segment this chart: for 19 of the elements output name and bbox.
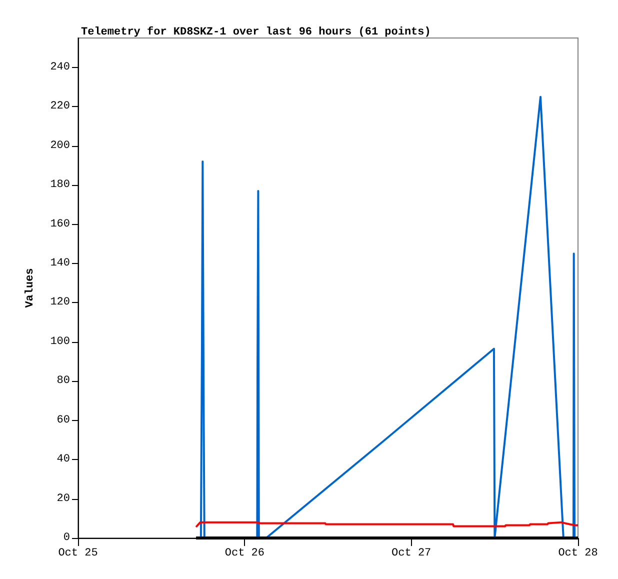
- x-tick-label: Oct 25: [58, 548, 98, 560]
- y-tick-label: 240: [50, 61, 70, 74]
- y-tick-label: 0: [63, 532, 70, 544]
- y-tick-label: 120: [50, 296, 70, 309]
- x-tick-label: Oct 26: [224, 548, 264, 560]
- y-tick-label: 40: [56, 454, 70, 466]
- y-axis-title: Values: [24, 268, 36, 308]
- y-tick-label: 200: [50, 140, 70, 152]
- y-tick-label: 220: [50, 100, 70, 113]
- y-tick-label: 80: [56, 375, 70, 388]
- y-tick-label: 160: [50, 218, 70, 230]
- y-tick-label: 20: [56, 492, 70, 505]
- x-tick-label: Oct 27: [392, 548, 432, 560]
- y-tick-label: 180: [50, 179, 70, 192]
- x-tick-label: Oct 28: [558, 548, 598, 560]
- chart-title: Telemetry for KD8SKZ-1 over last 96 hours (61 points): [81, 26, 431, 38]
- y-tick-label: 100: [50, 336, 70, 348]
- y-tick-label: 140: [50, 257, 70, 270]
- y-tick-label: 60: [56, 414, 70, 426]
